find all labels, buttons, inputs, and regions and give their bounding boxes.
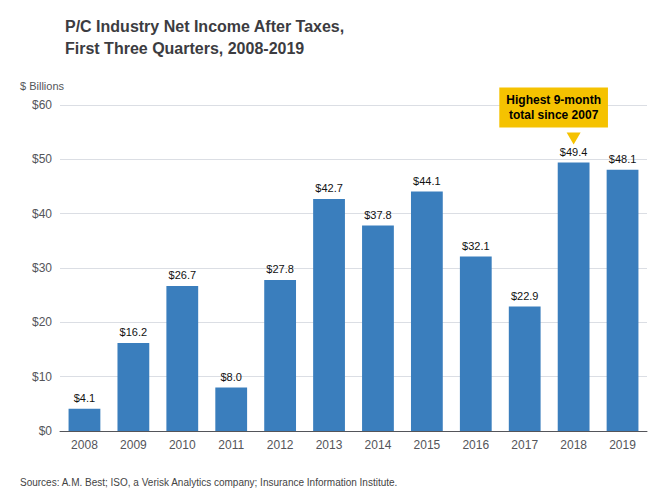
svg-text:$48.1: $48.1 — [609, 153, 637, 165]
svg-text:P/C Industry Net Income After: P/C Industry Net Income After Taxes, — [65, 18, 344, 35]
svg-text:$0: $0 — [39, 424, 53, 438]
svg-text:2018: 2018 — [560, 438, 587, 452]
svg-text:2017: 2017 — [511, 438, 538, 452]
svg-text:$50: $50 — [32, 152, 52, 166]
svg-text:$32.1: $32.1 — [462, 240, 490, 252]
svg-text:2012: 2012 — [267, 438, 294, 452]
svg-text:$20: $20 — [32, 315, 52, 329]
svg-text:total since 2007: total since 2007 — [509, 108, 599, 122]
svg-text:Highest 9-month: Highest 9-month — [506, 93, 601, 107]
svg-text:$22.9: $22.9 — [511, 290, 539, 302]
svg-text:2014: 2014 — [365, 438, 392, 452]
svg-text:$4.1: $4.1 — [74, 392, 95, 404]
svg-text:$42.7: $42.7 — [315, 182, 343, 194]
svg-text:2009: 2009 — [120, 438, 147, 452]
svg-text:Sources: A.M. Best; ISO, a Ver: Sources: A.M. Best; ISO, a Verisk Analyt… — [20, 477, 397, 488]
svg-text:$16.2: $16.2 — [120, 326, 148, 338]
svg-text:$44.1: $44.1 — [413, 175, 441, 187]
svg-text:2016: 2016 — [462, 438, 489, 452]
svg-text:$40: $40 — [32, 207, 52, 221]
svg-text:2015: 2015 — [414, 438, 441, 452]
svg-text:2013: 2013 — [316, 438, 343, 452]
svg-text:2011: 2011 — [218, 438, 244, 452]
svg-text:2019: 2019 — [609, 438, 636, 452]
svg-text:2010: 2010 — [169, 438, 196, 452]
svg-text:$26.7: $26.7 — [169, 269, 197, 281]
svg-text:$27.8: $27.8 — [266, 263, 294, 275]
svg-text:$37.8: $37.8 — [364, 209, 392, 221]
svg-text:$8.0: $8.0 — [220, 371, 241, 383]
svg-text:$30: $30 — [32, 261, 52, 275]
svg-text:$ Billions: $ Billions — [20, 80, 65, 92]
svg-text:First Three Quarters, 2008-201: First Three Quarters, 2008-2019 — [65, 40, 304, 57]
svg-text:$49.4: $49.4 — [560, 146, 588, 158]
svg-text:2008: 2008 — [71, 438, 98, 452]
svg-text:$60: $60 — [32, 98, 52, 112]
svg-text:$10: $10 — [32, 370, 52, 384]
